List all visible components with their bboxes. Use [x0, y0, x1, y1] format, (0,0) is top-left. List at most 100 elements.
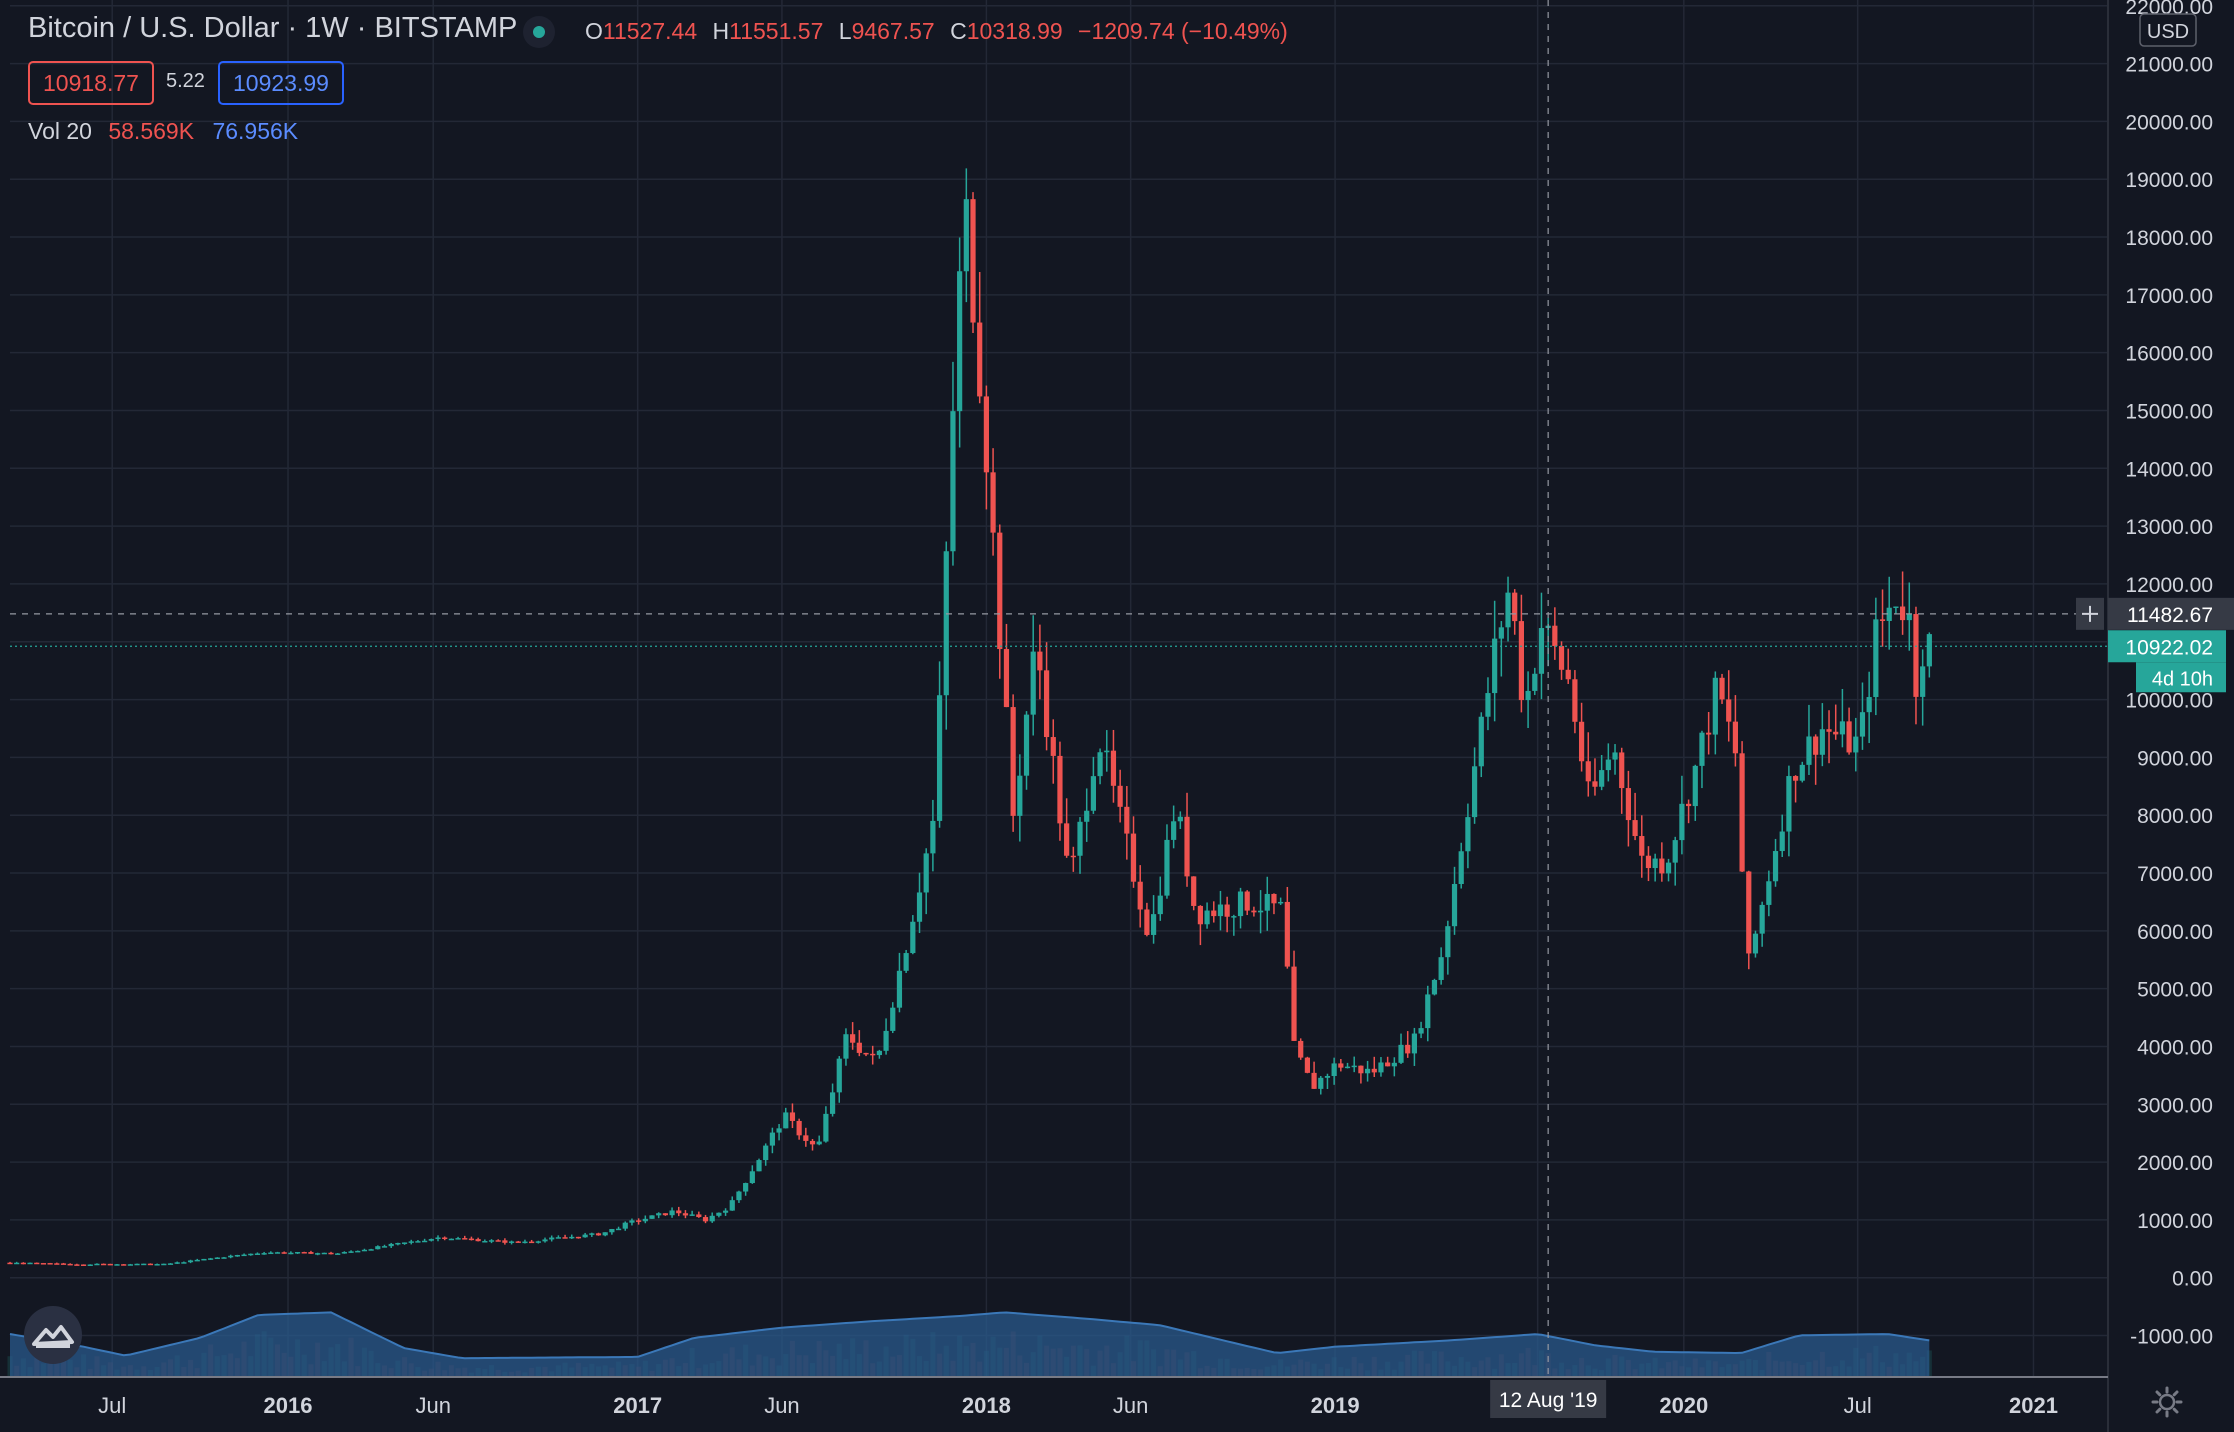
candle [1585, 732, 1591, 797]
low-value: 9467.57 [851, 18, 935, 44]
candle-body [395, 1242, 401, 1245]
tradingview-logo-icon[interactable] [24, 1306, 82, 1364]
candle [722, 1208, 729, 1216]
candle [1364, 1060, 1371, 1082]
candle-body [615, 1228, 622, 1231]
crosshair-date-label: 12 Aug '19 [1499, 1389, 1598, 1412]
candle [121, 1264, 127, 1266]
candle [181, 1261, 187, 1264]
candle [609, 1228, 615, 1235]
candle-body [910, 921, 916, 954]
candle-body [495, 1240, 501, 1242]
price-tick-label: 8000.00 [2137, 805, 2213, 828]
candle [1799, 761, 1805, 783]
candle [321, 1252, 327, 1255]
candle-body [1846, 721, 1852, 753]
volume-value-1: 58.569K [108, 118, 195, 144]
candle-body [702, 1217, 709, 1222]
price-tick-label: 6000.00 [2137, 921, 2213, 944]
candle [234, 1254, 240, 1257]
candle [689, 1210, 695, 1216]
candle-body [187, 1260, 194, 1263]
time-tick-label: Jun [1113, 1393, 1148, 1418]
candle-body [1498, 627, 1504, 639]
symbol-title[interactable]: Bitcoin / U.S. Dollar · 1W · BITSTAMP [28, 12, 518, 44]
candle [709, 1212, 715, 1223]
candle-body [134, 1263, 140, 1266]
candle-body [763, 1145, 769, 1161]
candle-body [1625, 788, 1632, 821]
candle [375, 1245, 381, 1250]
candle-body [201, 1258, 207, 1261]
candle-body [1839, 721, 1846, 735]
candle-body [107, 1263, 113, 1266]
volume-legend: Vol 20 58.569K 76.956K [28, 118, 298, 145]
gear-icon[interactable] [2150, 1385, 2184, 1419]
candle [555, 1235, 561, 1239]
candle-body [1184, 816, 1190, 877]
candle [127, 1263, 133, 1266]
time-axis[interactable]: Jul 2016 Jun 2017 Jun 2018 Jun 2019 2020 Jul 2021 [98, 1393, 2058, 1418]
candle-body [890, 1007, 896, 1031]
candle-body [94, 1263, 100, 1266]
candle-body [1057, 755, 1063, 824]
candle [863, 1052, 869, 1057]
time-tick-label: 2019 [1311, 1393, 1360, 1418]
candle [529, 1239, 535, 1244]
candle [883, 1018, 889, 1055]
candle-body [1451, 884, 1458, 927]
price-tick-label: 0.00 [2172, 1268, 2213, 1291]
candle-body [1485, 693, 1491, 717]
candle-body [47, 1263, 53, 1265]
candle-body [335, 1253, 341, 1255]
candle [1224, 896, 1230, 933]
candle [388, 1242, 394, 1249]
candle-body [1358, 1065, 1364, 1074]
candle [816, 1135, 822, 1146]
candle [676, 1206, 682, 1217]
candle [1231, 914, 1237, 936]
candle [1398, 1033, 1404, 1064]
candle-body [248, 1253, 254, 1256]
candle-body [829, 1092, 836, 1114]
candle-body [1726, 699, 1732, 722]
candle [829, 1083, 836, 1117]
candle-body [1284, 901, 1290, 967]
candle-body [67, 1263, 73, 1266]
countdown-label: 4d 10h [2152, 668, 2213, 690]
time-tick-label: Jul [98, 1393, 126, 1418]
candle-body [575, 1236, 582, 1239]
candle-body [1130, 833, 1137, 882]
price-axis[interactable]: -1000.00 0.00 1000.00 2000.00 3000.00 4000.00… [2125, 0, 2213, 1349]
candle [1572, 670, 1578, 734]
candle-body [1712, 677, 1718, 735]
candle [749, 1165, 755, 1184]
candle-body [1639, 836, 1645, 856]
green-dot-icon [523, 16, 555, 48]
candle [248, 1253, 254, 1256]
candle [1465, 803, 1471, 869]
candle [856, 1030, 862, 1057]
candle [1665, 858, 1672, 882]
candle-body [1104, 750, 1110, 753]
sell-price-button[interactable]: 10918.77 [28, 61, 154, 105]
ohlc-legend: O11527.44 H11551.57 L9467.57 C10318.99 −… [585, 18, 1288, 45]
crosshair-date-tag [1490, 1380, 1607, 1418]
candle [47, 1262, 53, 1265]
candle-body [121, 1264, 127, 1266]
currency-badge[interactable] [2139, 13, 2197, 47]
candle [783, 1107, 789, 1129]
candle-body [823, 1113, 829, 1142]
buy-price-button[interactable]: 10923.99 [218, 61, 344, 105]
candle [208, 1257, 214, 1260]
candle [1659, 842, 1665, 882]
candle [74, 1263, 80, 1266]
candle [1023, 711, 1030, 790]
candle [589, 1232, 595, 1237]
candle-body [1043, 670, 1050, 738]
candle-body [1064, 823, 1070, 856]
candle [836, 1056, 842, 1103]
candle-body [14, 1262, 20, 1265]
candle-body [682, 1213, 689, 1216]
